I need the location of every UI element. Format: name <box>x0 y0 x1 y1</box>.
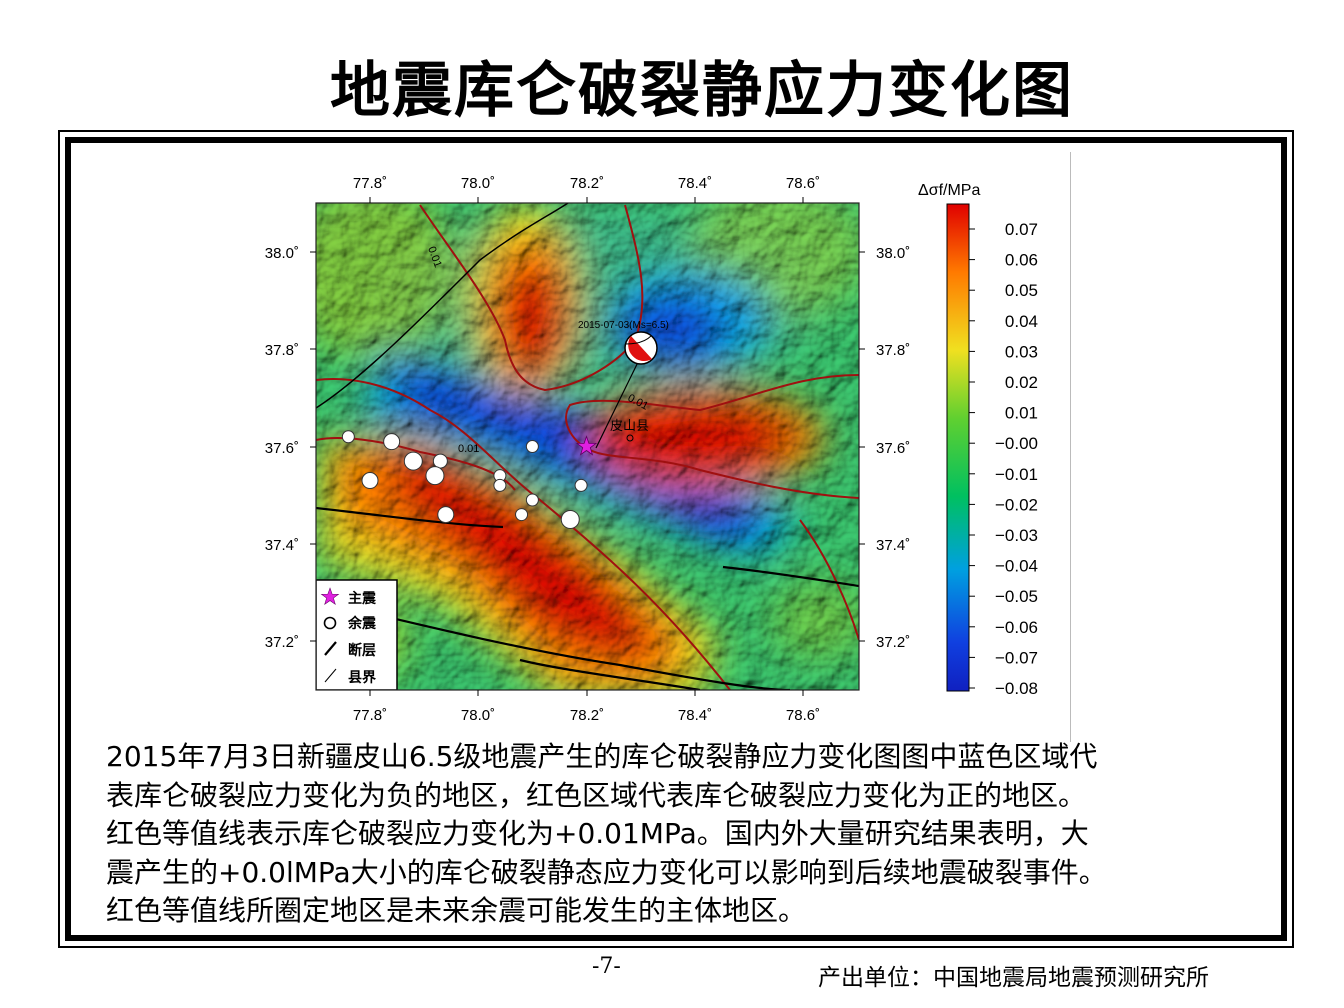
caption-line: 红色等值线所圈定地区是未来余震可能发生的主体地区。 <box>106 894 807 927</box>
slide-title: 地震库仑破裂静应力变化图 <box>330 56 1074 126</box>
page-number: -7- <box>592 954 621 979</box>
caption: 2015年7月3日新疆皮山6.5级地震产生的库仑破裂静应力变化图图中蓝色区域代 … <box>106 738 1236 931</box>
divider-line <box>1070 152 1071 742</box>
caption-line: 红色等值线表示库仑破裂应力变化为+0.01MPa。国内外大量研究结果表明，大 <box>106 817 1089 850</box>
producer-credit: 产出单位：中国地震局地震预测研究所 <box>818 965 1209 991</box>
caption-line: 表库仑破裂应力变化为负的地区，红色区域代表库仑破裂应力变化为正的地区。 <box>106 778 1087 812</box>
caption-line: 震产生的+0.0lMPa大小的库仑破裂静态应力变化可以影响到后续地震破裂事件。 <box>106 855 1107 889</box>
caption-line: 2015年7月3日新疆皮山6.5级地震产生的库仑破裂静应力变化图图中蓝色区域代 <box>106 740 1098 773</box>
figure-frame-outer <box>58 130 1294 948</box>
